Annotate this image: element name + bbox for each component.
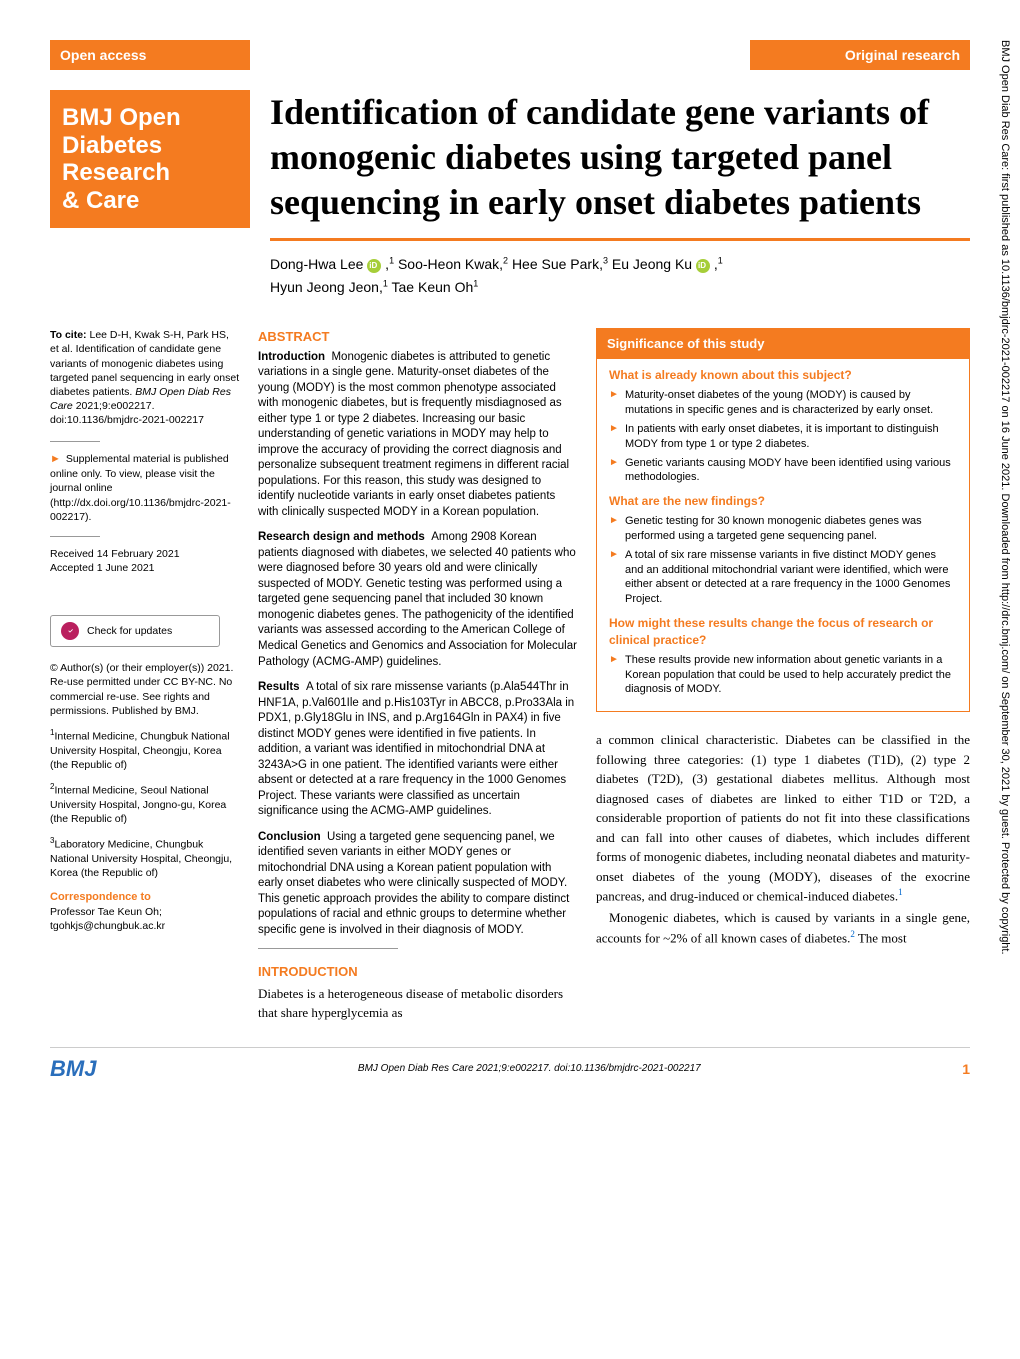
affiliation: 3Laboratory Medicine, Chungbuk National … [50, 836, 240, 880]
ribbon-spacer [250, 40, 750, 70]
main-p2a: Monogenic diabetes, which is caused by v… [596, 910, 970, 945]
significance-title: Significance of this study [597, 329, 969, 359]
affil-sup: 2 [503, 256, 508, 266]
author: Tae Keun Oh [392, 279, 474, 295]
affil-sup: 1 [389, 256, 394, 266]
sig-item: A total of six rare missense variants in… [609, 548, 957, 607]
correspondence-heading: Correspondence to [50, 890, 240, 905]
affil-sup: 1 [718, 256, 723, 266]
article-title: Identification of candidate gene variant… [250, 90, 970, 228]
abstract-body: Introduction Monogenic diabetes is attri… [258, 350, 578, 939]
sidebar-rule [50, 536, 100, 537]
abstract-methods-label: Research design and methods [258, 531, 425, 543]
sig-item: Genetic variants causing MODY have been … [609, 456, 957, 486]
significance-question: What is already known about this subject… [609, 367, 957, 384]
left-sidebar: To cite: Lee D-H, Kwak S-H, Park HS, et … [50, 328, 240, 1022]
article-type-badge: Original research [750, 40, 970, 70]
journal-logo: BMJ Open Diabetes Research & Care [50, 90, 250, 228]
download-attribution-vertical: BMJ Open Diab Res Care: first published … [988, 40, 1012, 1320]
affiliation: 2Internal Medicine, Seoul National Unive… [50, 782, 240, 826]
introduction-text: Diabetes is a heterogeneous disease of m… [258, 985, 578, 1023]
significance-list: Genetic testing for 30 known monogenic d… [609, 514, 957, 607]
affil-sup: 1 [383, 278, 388, 288]
main-p1: a common clinical characteristic. Diabet… [596, 732, 970, 903]
top-ribbon: Open access Original research [50, 40, 970, 70]
orcid-icon[interactable] [696, 259, 710, 273]
affil-text: Internal Medicine, Chungbuk National Uni… [50, 730, 230, 770]
reference-link[interactable]: 1 [898, 887, 903, 897]
introduction-heading: INTRODUCTION [258, 963, 578, 981]
abstract-results-label: Results [258, 681, 300, 693]
affil-text: Laboratory Medicine, Chungbuk National U… [50, 838, 232, 878]
sig-item: Maturity-onset diabetes of the young (MO… [609, 388, 957, 418]
citation-block: To cite: Lee D-H, Kwak S-H, Park HS, et … [50, 328, 240, 427]
cite-ref: 2021;9:e002217. doi:10.1136/bmjdrc-2021-… [50, 400, 204, 426]
abstract-methods: Among 2908 Korean patients diagnosed wit… [258, 531, 577, 667]
significance-body: What is already known about this subject… [597, 359, 969, 711]
sig-item: Genetic testing for 30 known monogenic d… [609, 514, 957, 544]
accepted-date: Accepted 1 June 2021 [50, 561, 240, 575]
affil-sup: 1 [473, 278, 478, 288]
sig-item: In patients with early onset diabetes, i… [609, 422, 957, 452]
abstract-rule [258, 948, 398, 949]
affil-text: Internal Medicine, Seoul National Univer… [50, 784, 226, 824]
author: Dong-Hwa Lee [270, 256, 363, 272]
cite-prefix: To cite: [50, 329, 87, 341]
open-access-badge: Open access [50, 40, 250, 70]
affil-sup: 3 [603, 256, 608, 266]
correspondence: Correspondence to Professor Tae Keun Oh;… [50, 890, 240, 933]
bmj-logo: BMJ [50, 1056, 96, 1082]
supplemental-note: ► Supplemental material is published onl… [50, 452, 240, 524]
logo-line: Diabetes [62, 132, 238, 160]
right-column: Significance of this study What is alrea… [596, 328, 970, 1022]
footer-citation: BMJ Open Diab Res Care 2021;9:e002217. d… [358, 1063, 701, 1074]
author-list: Dong-Hwa Lee ,1 Soo-Heon Kwak,2 Hee Sue … [270, 253, 970, 298]
page-footer: BMJ BMJ Open Diab Res Care 2021;9:e00221… [50, 1047, 970, 1082]
supp-text: Supplemental material is published onlin… [50, 453, 231, 522]
logo-line: Research [62, 159, 238, 187]
sidebar-rule [50, 441, 100, 442]
author: Hee Sue Park [512, 256, 599, 272]
affiliation: 1Internal Medicine, Chungbuk National Un… [50, 728, 240, 772]
logo-line: BMJ Open [62, 104, 238, 132]
author: Hyun Jeong Jeon [270, 279, 379, 295]
triangle-icon: ► [50, 453, 61, 465]
significance-question: How might these results change the focus… [609, 615, 957, 649]
abstract-heading: ABSTRACT [258, 328, 578, 346]
main-text: a common clinical characteristic. Diabet… [596, 730, 970, 947]
article-dates: Received 14 February 2021 Accepted 1 Jun… [50, 547, 240, 575]
logo-line: & Care [62, 187, 238, 215]
copyright-text: © Author(s) (or their employer(s)) 2021.… [50, 661, 240, 718]
received-date: Received 14 February 2021 [50, 547, 240, 561]
abstract-intro: Monogenic diabetes is attributed to gene… [258, 351, 569, 518]
significance-list: These results provide new information ab… [609, 653, 957, 698]
header: BMJ Open Diabetes Research & Care Identi… [50, 90, 970, 228]
crossmark-icon [61, 622, 79, 640]
author: Eu Jeong Ku [612, 256, 692, 272]
abstract-column: ABSTRACT Introduction Monogenic diabetes… [258, 328, 578, 1022]
check-updates-label: Check for updates [87, 624, 172, 638]
orcid-icon[interactable] [367, 259, 381, 273]
sig-item: These results provide new information ab… [609, 653, 957, 698]
title-rule [270, 238, 970, 241]
abstract-results: A total of six rare missense variants (p… [258, 681, 574, 817]
page-number: 1 [962, 1061, 970, 1077]
abstract-conclusion-label: Conclusion [258, 831, 321, 843]
correspondence-text: Professor Tae Keun Oh; tgohkjs@chungbuk.… [50, 905, 240, 933]
significance-list: Maturity-onset diabetes of the young (MO… [609, 388, 957, 485]
main-p2b: The most [855, 930, 907, 945]
body-columns: To cite: Lee D-H, Kwak S-H, Park HS, et … [50, 328, 970, 1022]
significance-box: Significance of this study What is alrea… [596, 328, 970, 712]
check-for-updates-button[interactable]: Check for updates [50, 615, 220, 647]
abstract-intro-label: Introduction [258, 351, 325, 363]
significance-question: What are the new findings? [609, 493, 957, 510]
author: Soo-Heon Kwak [398, 256, 499, 272]
abstract-conclusion: Using a targeted gene sequencing panel, … [258, 831, 569, 936]
